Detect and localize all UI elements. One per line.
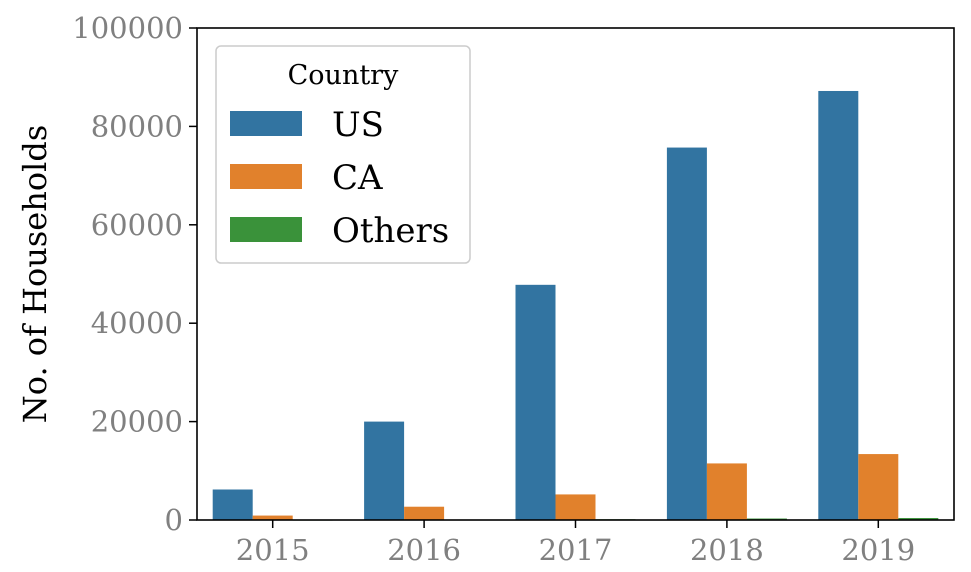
legend: Country US CA Others	[215, 45, 471, 264]
bar-ca-2015	[252, 515, 293, 520]
legend-swatch-others	[230, 217, 302, 242]
x-tick-label: 2017	[539, 533, 613, 567]
bar-us-2019	[818, 90, 859, 520]
legend-frame	[215, 45, 471, 264]
bar-ca-2016	[404, 506, 445, 520]
x-tick-label: 2015	[236, 533, 310, 567]
legend-label-us: US	[332, 105, 384, 145]
legend-title: Country	[288, 60, 399, 91]
y-tick-label: 40000	[91, 306, 183, 340]
y-tick-label: 80000	[91, 109, 183, 143]
legend-label-ca: CA	[332, 158, 383, 198]
bar-ca-2017	[555, 494, 596, 520]
x-axis-ticks: 2015 2016 2017 2018 2019	[236, 520, 915, 567]
bar-ca-2019	[858, 454, 899, 520]
y-tick-label: 100000	[72, 11, 183, 45]
y-tick-label: 20000	[91, 405, 183, 439]
y-axis-title: No. of Households	[16, 125, 54, 423]
bar-us-2017	[515, 284, 556, 520]
x-tick-label: 2016	[387, 533, 461, 567]
bar-others-2019	[898, 518, 939, 520]
bar-us-2018	[666, 147, 707, 520]
bar-us-2015	[212, 489, 253, 520]
legend-label-others: Others	[332, 211, 449, 251]
y-axis-ticks: 0 20000 40000 60000 80000 100000	[72, 11, 197, 537]
bar-ca-2018	[706, 463, 747, 520]
x-tick-label: 2019	[841, 533, 915, 567]
legend-swatch-us	[230, 111, 302, 136]
x-tick-label: 2018	[690, 533, 764, 567]
y-tick-label: 0	[165, 503, 183, 537]
y-tick-label: 60000	[91, 208, 183, 242]
plot-frame	[196, 27, 955, 521]
bars	[212, 90, 939, 521]
legend-swatch-ca	[230, 164, 302, 189]
bar-us-2016	[364, 421, 405, 520]
